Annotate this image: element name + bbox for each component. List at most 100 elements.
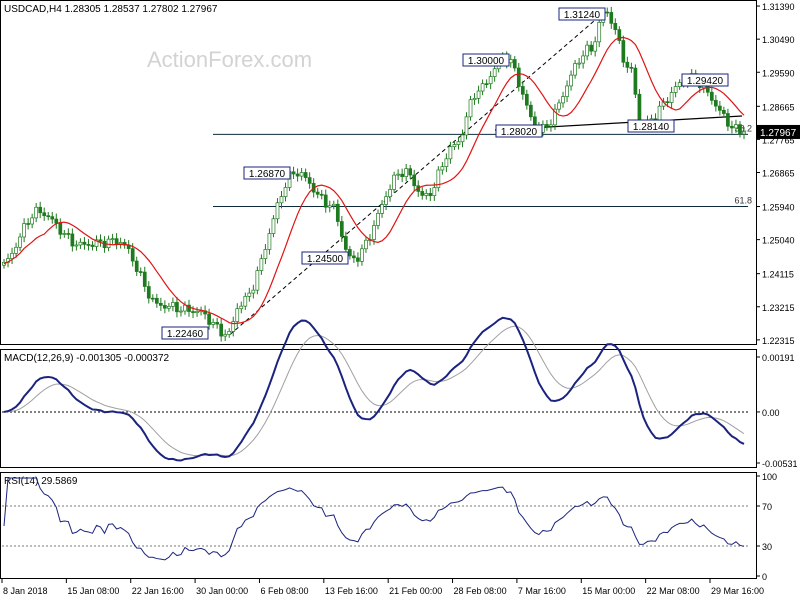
candle-body <box>146 286 151 299</box>
candle-body <box>404 168 409 177</box>
candle-body <box>520 86 525 95</box>
candle-body <box>565 85 569 97</box>
candle-body <box>625 61 630 68</box>
candle-body <box>66 233 71 235</box>
candle-body <box>90 244 95 247</box>
price-label: 1.24500 <box>307 254 344 265</box>
candle-body <box>380 204 384 214</box>
candle-body <box>352 255 356 259</box>
price-label-box <box>627 119 675 133</box>
candle-body <box>239 305 244 310</box>
candle-body <box>444 158 449 168</box>
candle-body <box>376 213 380 226</box>
candle-body <box>360 248 364 262</box>
candle-body <box>42 212 47 217</box>
price-label-box <box>462 53 510 67</box>
rsi-tick-label: 0 <box>762 572 767 582</box>
price-label: 1.26870 <box>249 169 286 180</box>
candle-body <box>730 125 734 129</box>
rsi-line <box>2 477 748 561</box>
candle-body <box>94 239 99 247</box>
candle-body <box>677 82 682 87</box>
time-tick-label: 28 Feb 08:00 <box>454 586 507 596</box>
chart-title: USDCAD,H4 1.28305 1.28537 1.27802 1.2796… <box>4 4 218 15</box>
watermark: ActionForex.com <box>147 47 312 72</box>
price-label: 1.28020 <box>501 127 538 138</box>
candle-body <box>621 40 626 63</box>
candle-body <box>448 146 453 160</box>
price-tick-label: 1.25040 <box>762 236 795 246</box>
candle-body <box>456 141 461 145</box>
candle-body <box>569 74 573 87</box>
candle-body <box>106 238 111 248</box>
candle-body <box>553 108 557 126</box>
trend-channel-line <box>229 11 606 335</box>
candle-body <box>271 218 276 234</box>
candle-body <box>396 173 400 176</box>
candle-body <box>468 99 473 118</box>
candle-body <box>303 172 308 178</box>
candle-body <box>585 44 590 57</box>
candle-body <box>432 187 437 197</box>
candle-body <box>267 233 272 250</box>
current-price-box <box>757 124 800 139</box>
candle-body <box>545 124 549 127</box>
price-axis: 1.31390 1.30490 1.29590 1.28665 1.27765 1.268… <box>756 2 800 346</box>
candle-body <box>335 203 340 222</box>
candle-body <box>291 171 296 175</box>
candle-body <box>400 173 405 177</box>
candle-body <box>577 62 581 65</box>
candle-body <box>609 12 614 24</box>
candle-body <box>492 68 497 77</box>
candle-body <box>319 193 324 196</box>
price-label-box <box>495 124 543 138</box>
time-tick-label: 13 Feb 16:00 <box>325 586 378 596</box>
time-tick-label: 15 Jan 08:00 <box>67 586 119 596</box>
candle-body <box>263 249 268 260</box>
candle-body <box>38 206 43 214</box>
time-tick-label: 29 Mar 16:00 <box>711 586 764 596</box>
candle-body <box>30 217 35 225</box>
candle-body <box>26 223 30 225</box>
rsi-panel <box>0 472 757 579</box>
price-label: 1.31240 <box>564 10 601 21</box>
macd-panel <box>0 349 757 468</box>
candle-body <box>528 104 533 118</box>
candle-body <box>179 310 183 313</box>
macd-tick-label: 0.00 <box>762 408 780 418</box>
candle-body <box>665 101 670 104</box>
price-tick-label: 1.26865 <box>762 169 795 179</box>
candle-body <box>734 124 738 129</box>
candle-body <box>356 257 360 262</box>
candle-body <box>348 249 352 257</box>
candle-body <box>617 29 622 41</box>
candle-body <box>74 244 79 247</box>
candle-body <box>327 205 332 208</box>
candle-body <box>323 194 328 208</box>
candle-body <box>191 311 195 313</box>
candle-body <box>476 90 481 99</box>
candle-body <box>549 124 553 127</box>
macd-lines <box>2 316 748 462</box>
price-label: 1.28140 <box>633 122 670 133</box>
candle-body <box>134 260 139 272</box>
candle-body <box>464 116 469 136</box>
sma-line <box>3 36 745 325</box>
candle-body <box>420 191 425 196</box>
price-label: 1.22460 <box>167 329 204 340</box>
price-label-box <box>243 166 291 180</box>
candle-body <box>86 244 91 246</box>
price-label-box <box>301 251 349 265</box>
candle-body <box>50 216 55 220</box>
candle-body <box>211 322 215 325</box>
candle-body <box>561 96 565 104</box>
price-tick-label: 1.24115 <box>762 270 794 280</box>
candle-body <box>713 100 718 107</box>
rsi-tick-label: 70 <box>762 502 772 512</box>
candle-body <box>58 222 63 235</box>
candle-body <box>472 97 477 101</box>
candle-body <box>207 313 211 325</box>
candle-body <box>219 323 224 337</box>
price-tick-label: 1.27765 <box>762 135 795 145</box>
